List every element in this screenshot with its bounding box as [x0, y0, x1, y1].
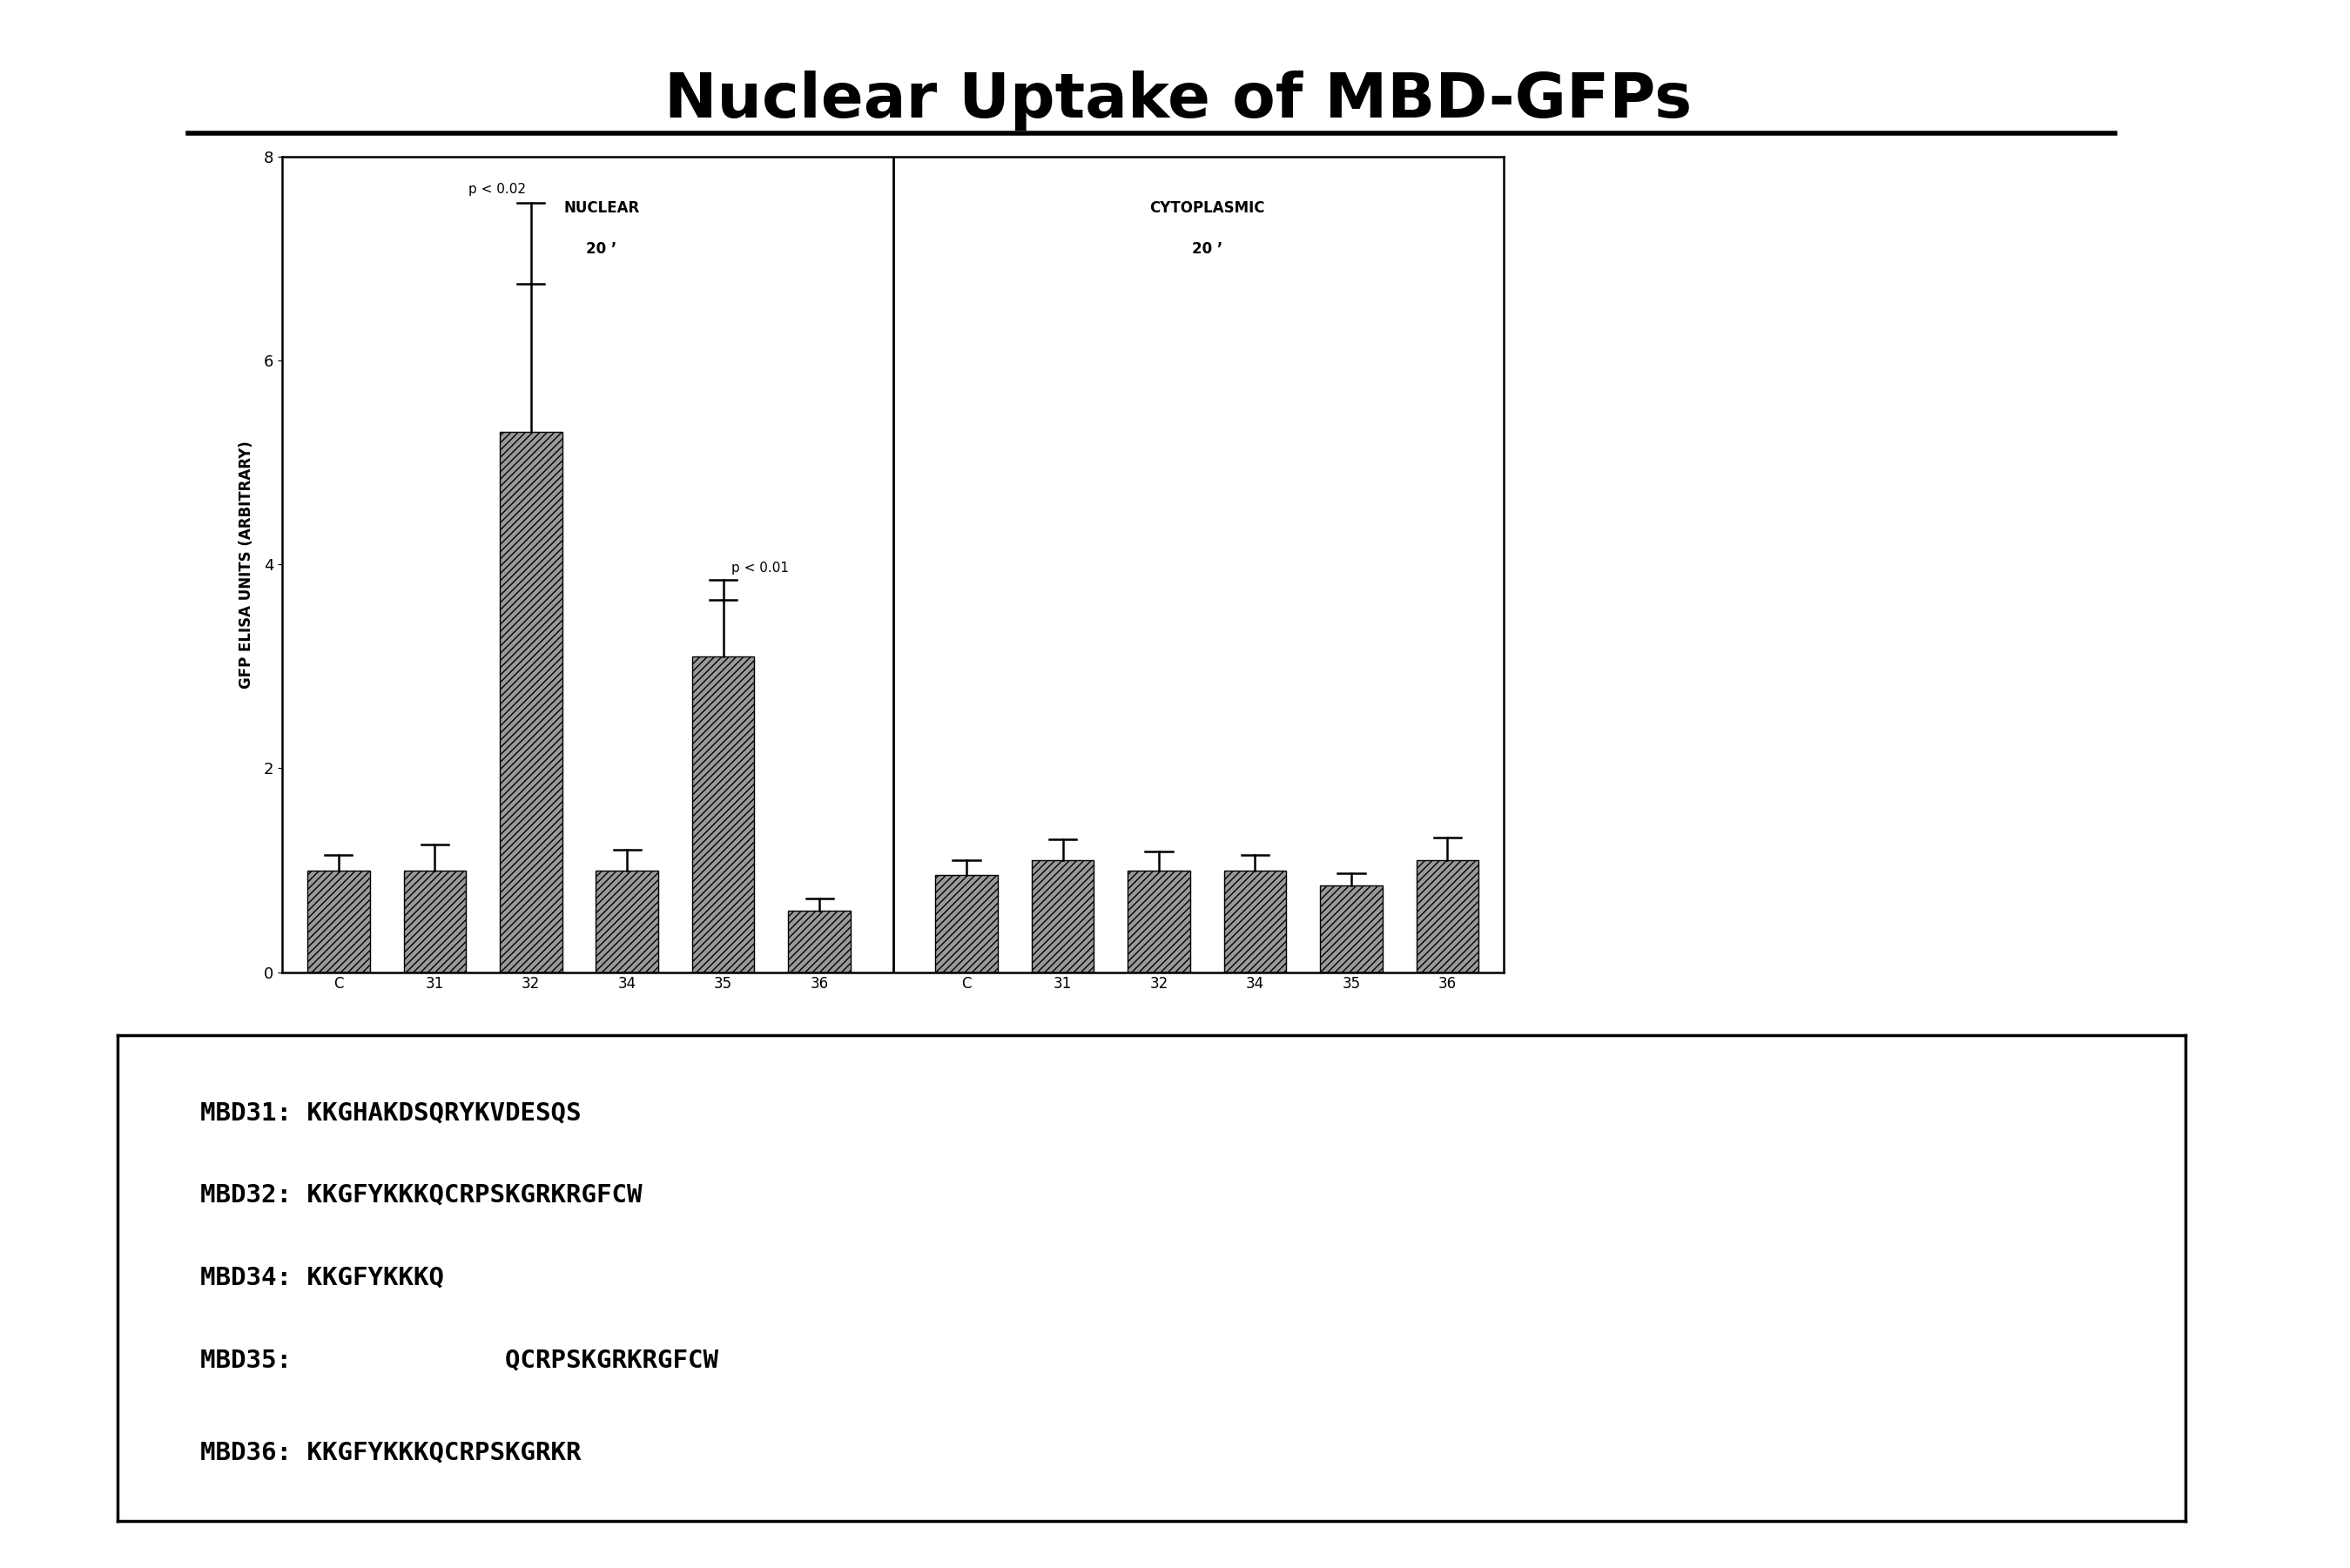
Bar: [693, 655, 754, 972]
Text: MBD34: KKGFYKKKQ: MBD34: KKGFYKKKQ: [200, 1265, 444, 1290]
Text: 20 ’: 20 ’: [585, 241, 618, 257]
Bar: [1224, 870, 1285, 972]
Text: 20 ’: 20 ’: [1191, 241, 1222, 257]
Text: CYTOPLASMIC: CYTOPLASMIC: [1149, 201, 1264, 216]
Bar: [1417, 859, 1478, 972]
Text: MBD31: KKGHAKDSQRYKVDESQS: MBD31: KKGHAKDSQRYKVDESQS: [200, 1101, 580, 1124]
Bar: [308, 870, 369, 972]
Text: MBD35:              QCRPSKGRKRGFCW: MBD35: QCRPSKGRKRGFCW: [200, 1348, 719, 1372]
Bar: [597, 870, 658, 972]
Bar: [1128, 870, 1189, 972]
Bar: [1321, 886, 1382, 972]
Bar: [787, 911, 851, 972]
Bar: [935, 875, 999, 972]
Text: NUCLEAR: NUCLEAR: [564, 201, 639, 216]
Text: p < 0.02: p < 0.02: [468, 182, 526, 196]
Text: Nuclear Uptake of MBD-GFPs: Nuclear Uptake of MBD-GFPs: [665, 71, 1692, 130]
Text: MBD32: KKGFYKKKQCRPSKGRKRGFCW: MBD32: KKGFYKKKQCRPSKGRKRGFCW: [200, 1184, 642, 1207]
Y-axis label: GFP ELISA UNITS (ARBITRARY): GFP ELISA UNITS (ARBITRARY): [237, 441, 254, 688]
Bar: [404, 870, 465, 972]
Text: p < 0.01: p < 0.01: [731, 561, 790, 575]
Text: MBD36: KKGFYKKKQCRPSKGRKR: MBD36: KKGFYKKKQCRPSKGRKR: [200, 1441, 580, 1465]
Bar: [501, 431, 562, 972]
Bar: [1032, 859, 1093, 972]
